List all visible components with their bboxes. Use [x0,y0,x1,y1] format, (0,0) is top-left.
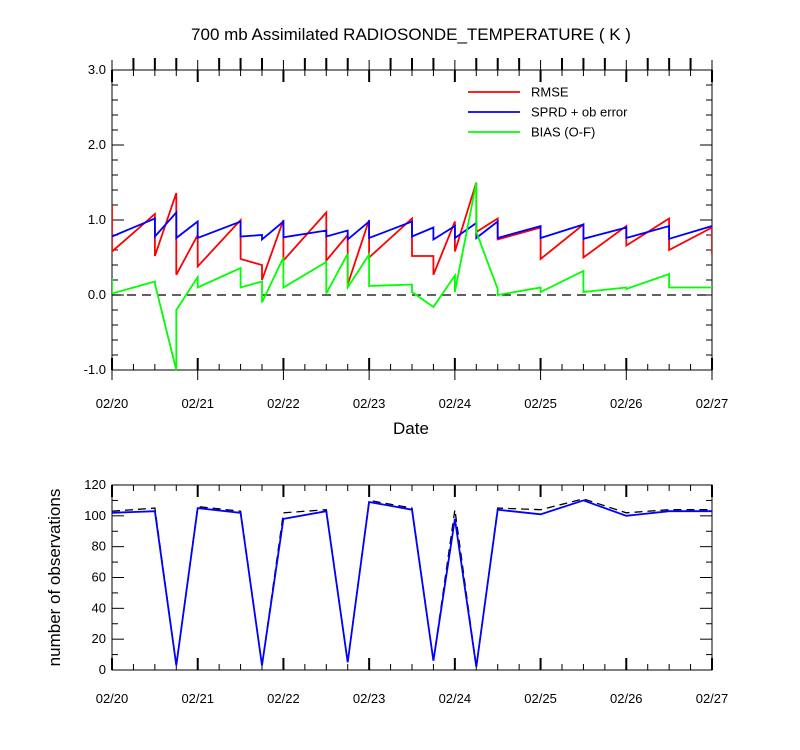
y-tick-label: 1.0 [88,212,106,227]
x-tick-label: 02/27 [696,691,729,706]
legend-label: SPRD + ob error [531,105,628,120]
x-tick-label: 02/23 [353,396,386,411]
y-tick-label: 80 [92,539,106,554]
x-tick-label: 02/26 [610,691,643,706]
y-tick-label: 0.0 [88,287,106,302]
x-tick-label: 02/21 [181,691,214,706]
top-panel: 02/20 02/21 02/22 02/23 02/24 02/25 02/26 02/27… [84,58,729,411]
x-tick-label: 02/23 [353,691,386,706]
series-solid-line [112,499,712,668]
y-tick-label: 100 [84,508,106,523]
x-tick-label: 02/20 [96,691,129,706]
y-tick-label: 40 [92,600,106,615]
x-tick-label: 02/22 [267,396,300,411]
y-tick-label: 120 [84,477,106,492]
series-bias-o-f-line [112,182,712,371]
y-tick-label: 3.0 [88,62,106,77]
x-tick-label: 02/20 [96,396,129,411]
series-dashed-line [112,498,712,667]
series-sprd-ob-error-line [112,210,712,242]
x-tick-label: 02/27 [696,396,729,411]
y-tick-label: -1.0 [84,362,106,377]
series-rmse-line [112,182,712,285]
y-axis-title: number of observations [45,489,64,667]
x-tick-label: 02/25 [524,691,557,706]
y-tick-label: 0 [99,662,106,677]
chart-title: 700 mb Assimilated RADIOSONDE_TEMPERATUR… [191,25,631,44]
x-tick-label: 02/24 [439,691,472,706]
legend-label: BIAS (O-F) [531,125,595,140]
x-tick-label: 02/25 [524,396,557,411]
bottom-panel: 02/20 02/21 02/22 02/23 02/24 02/25 02/26 02/27… [45,477,728,706]
x-tick-label: 02/26 [610,396,643,411]
legend-label: RMSE [531,85,569,100]
x-axis-title: Date [393,419,429,438]
x-tick-label: 02/22 [267,691,300,706]
y-tick-label: 60 [92,570,106,585]
y-tick-label: 20 [92,631,106,646]
x-tick-label: 02/21 [181,396,214,411]
y-tick-label: 2.0 [88,137,106,152]
x-tick-label: 02/24 [439,396,472,411]
